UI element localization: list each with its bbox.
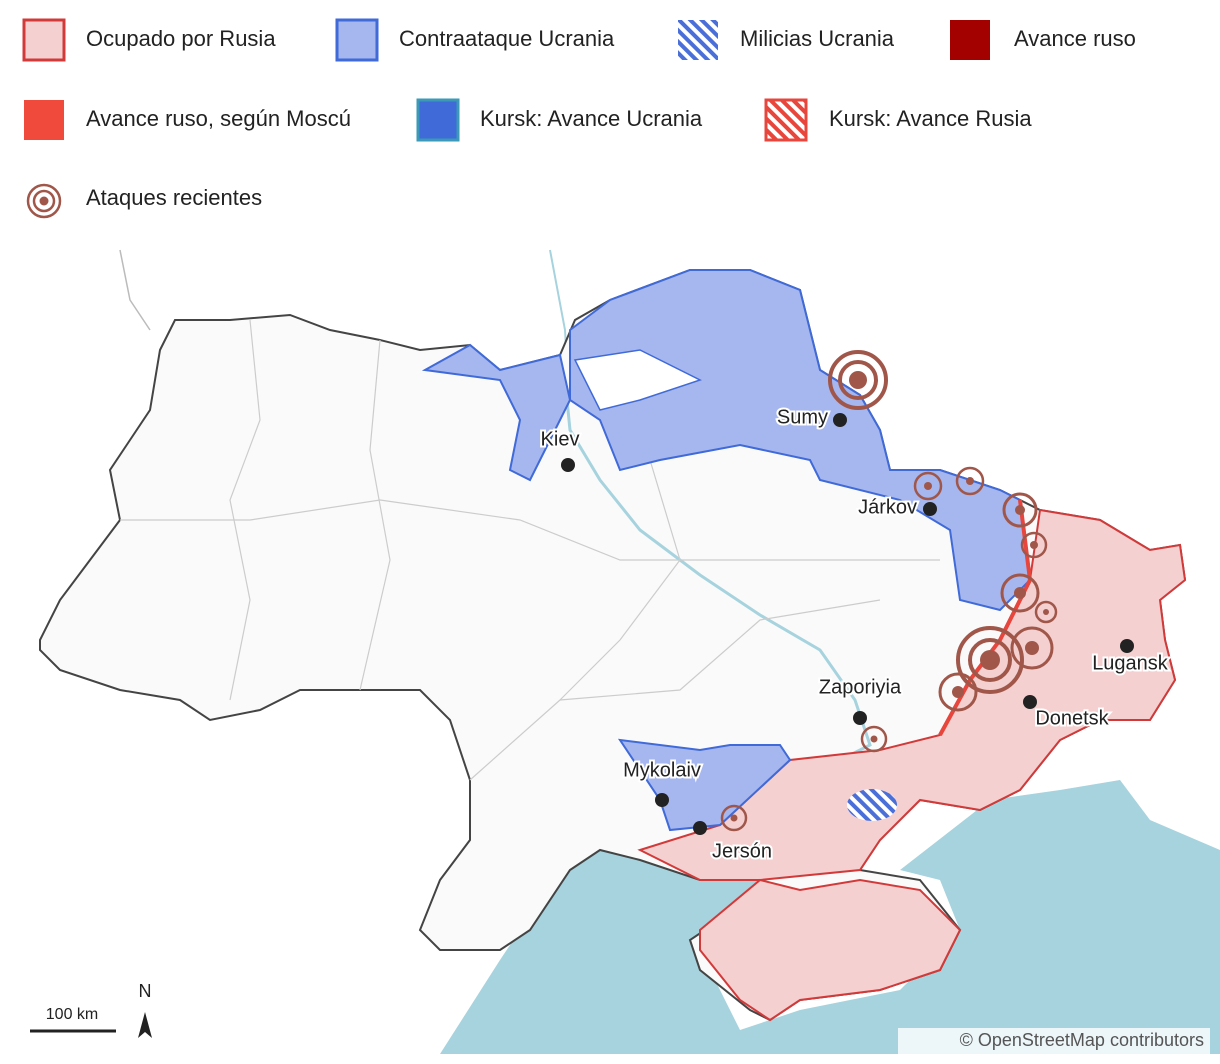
counteroffensive-kyiv (421, 343, 572, 482)
city-label: Lugansk (1092, 652, 1169, 674)
legend-swatch (335, 18, 379, 62)
city-dot (833, 413, 847, 427)
attack-marker (938, 672, 978, 712)
legend-label: Avance ruso, según Moscú (86, 106, 351, 131)
legend-label: Kursk: Avance Ucrania (480, 106, 703, 131)
crimea (699, 878, 962, 1022)
city-dot (561, 458, 575, 472)
legend-swatch (26, 183, 62, 219)
city-dot (1120, 639, 1134, 653)
legend-swatch (24, 100, 64, 140)
attack-marker (956, 626, 1024, 694)
militia-area (847, 789, 897, 821)
legend-swatch (764, 98, 808, 142)
city-label: Donetsk (1035, 707, 1109, 729)
legend-label: Contraataque Ucrania (399, 26, 615, 51)
city-label: Sumy (777, 406, 828, 428)
attack-marker (1020, 531, 1048, 559)
attack-marker (720, 804, 748, 832)
city-dot (853, 711, 867, 725)
city-label: Jersón (712, 840, 772, 862)
north-arrow (138, 1012, 152, 1038)
city-dot (693, 821, 707, 835)
city-label: Zaporiyia (819, 676, 902, 698)
counteroffensive-kherson (617, 738, 792, 832)
attack-marker (1034, 600, 1058, 624)
sea (440, 780, 1220, 1054)
legend-swatch (950, 20, 990, 60)
attack-marker (913, 471, 943, 501)
legend-swatch (678, 20, 718, 60)
attack-marker (955, 466, 985, 496)
scale-label: 100 km (46, 1006, 98, 1023)
legend-label: Avance ruso (1014, 26, 1136, 51)
legend-label: Ocupado por Rusia (86, 26, 276, 51)
legend-swatch (416, 98, 460, 142)
city-dot (655, 793, 669, 807)
attack-markers (720, 350, 1058, 832)
attack-marker (860, 725, 888, 753)
legend: Ocupado por Rusia Contraataque Ucrania M… (22, 18, 1136, 219)
city-dot (923, 502, 937, 516)
map: Kiev Sumy Járkov Lugansk Donetsk Zaporiy… (39, 249, 1220, 1054)
attack-marker (828, 350, 888, 410)
legend-label: Ataques recientes (86, 185, 262, 210)
attribution-bg (898, 1028, 1210, 1054)
city-label: Járkov (858, 496, 917, 518)
attribution: © OpenStreetMap contributors (960, 1030, 1204, 1050)
attack-marker (1000, 573, 1040, 613)
attack-marker (1010, 626, 1054, 670)
enclave (573, 349, 702, 411)
city-label: Kiev (541, 428, 580, 450)
border (119, 249, 151, 331)
oblast-borders (120, 319, 940, 781)
city-label: Mykolaiv (623, 759, 701, 781)
legend-swatch (22, 18, 66, 62)
cities: Kiev Sumy Járkov Lugansk Donetsk Zaporiy… (539, 404, 1171, 864)
attack-marker (1002, 492, 1038, 528)
north-label: N (139, 981, 152, 1001)
legend-label: Kursk: Avance Rusia (829, 106, 1032, 131)
legend-label: Milicias Ucrania (740, 26, 895, 51)
city-dot (1023, 695, 1037, 709)
